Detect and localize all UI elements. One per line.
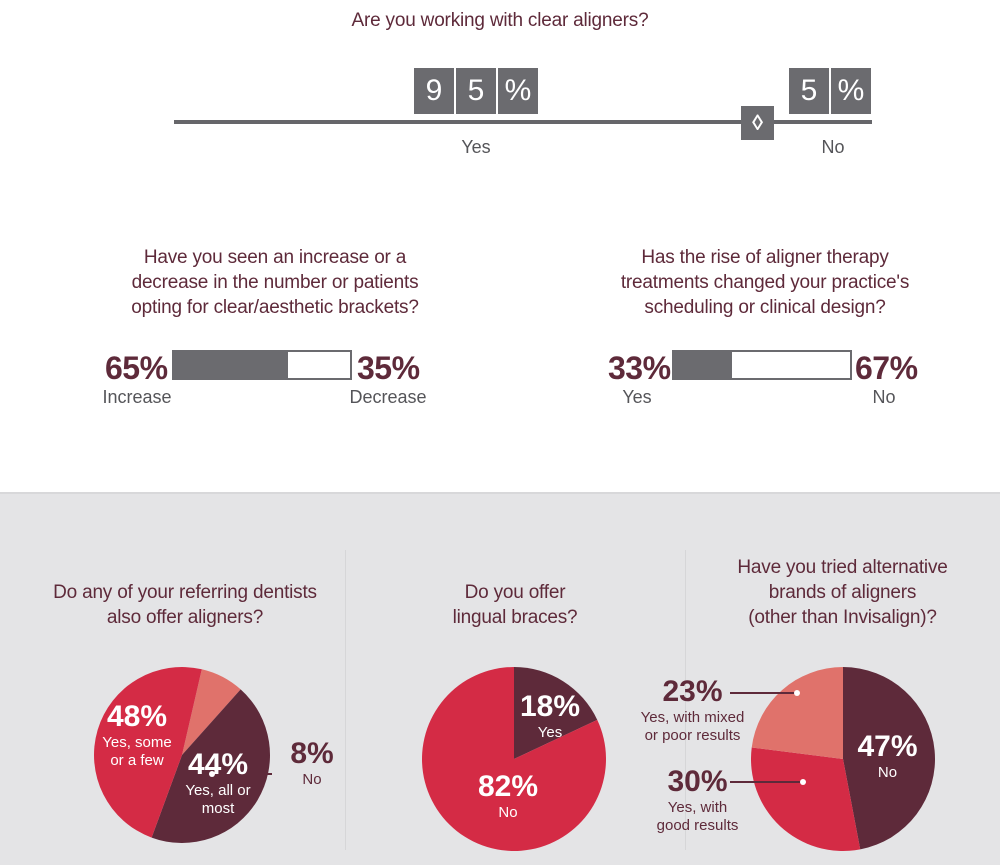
q4-slice-all-or-most: [151, 689, 271, 843]
q3-bar-fill: [674, 352, 733, 378]
q1-timeline: [174, 120, 872, 124]
q6-leader-dot: [794, 690, 800, 696]
q5-slice2-label: 82% No: [477, 770, 539, 821]
q6-slice2-label: 30% Yes, with good results: [656, 765, 739, 834]
q1-title: Are you working with clear aligners?: [351, 10, 649, 31]
q3-right-label: No: [872, 387, 896, 407]
q6-slice1-label: 47% No: [857, 730, 918, 781]
q4-slice2-label: 44% Yes, all or most: [185, 748, 251, 817]
q5-slice1-label: 18% Yes: [519, 690, 581, 741]
q4-slice1-label: 48% Yes, some or a few: [102, 700, 172, 769]
q2-bar-fill: [174, 352, 289, 378]
q2-right-pct: 35%: [357, 350, 420, 386]
q1-no-digit: 5: [789, 68, 829, 114]
q6-slice3-label: 23% Yes, with mixed or poor results: [640, 675, 745, 744]
q4-leader-line: [212, 773, 272, 775]
q5-title: Do you offer lingual braces?: [452, 582, 578, 628]
q2-title: Have you seen an increase or a decrease …: [131, 247, 419, 318]
panel-divider: [685, 550, 686, 850]
q6-title: Have you tried alternative brands of ali…: [737, 557, 948, 628]
q3-left-pct: 33%: [608, 350, 671, 386]
q1-no-label: No: [821, 137, 845, 157]
q2-left-pct: 65%: [105, 350, 168, 386]
q5-slice-no: [422, 667, 606, 851]
q2-left-label: Increase: [102, 387, 172, 407]
q4-slice3-label: 8% No: [290, 737, 334, 788]
q5-pie: [422, 667, 606, 851]
q1-yes-digit: 9: [414, 68, 454, 114]
q6-slice-good-results: [751, 747, 861, 851]
q3-bar: [672, 350, 852, 380]
q2-right-label: Decrease: [349, 387, 427, 407]
panel-divider: [345, 550, 346, 850]
q4-slice-some-or-few: [93, 667, 202, 838]
q1-no-digit: %: [831, 68, 871, 114]
q1-yes-digit: 5: [456, 68, 496, 114]
q4-leader-dot: [209, 771, 215, 777]
q1-yes-label: Yes: [461, 137, 491, 157]
q3-title: Has the rise of aligner therapy treatmen…: [620, 247, 910, 318]
q4-title: Do any of your referring dentists also o…: [53, 582, 317, 628]
q1-yes-digit: %: [498, 68, 538, 114]
q1-divider-marker-icon: ◊: [741, 106, 774, 140]
q6-slice-no: [843, 667, 936, 850]
q6-slice-mixed-results: [751, 667, 843, 759]
q6-leader-dot: [800, 779, 806, 785]
q6-pie: [730, 667, 936, 851]
q5-slice-yes: [514, 667, 598, 759]
q3-right-pct: 67%: [855, 350, 918, 386]
q4-pie: [93, 667, 272, 843]
q2-bar: [172, 350, 352, 380]
q4-slice-no: [182, 669, 241, 755]
q3-left-label: Yes: [622, 387, 652, 407]
